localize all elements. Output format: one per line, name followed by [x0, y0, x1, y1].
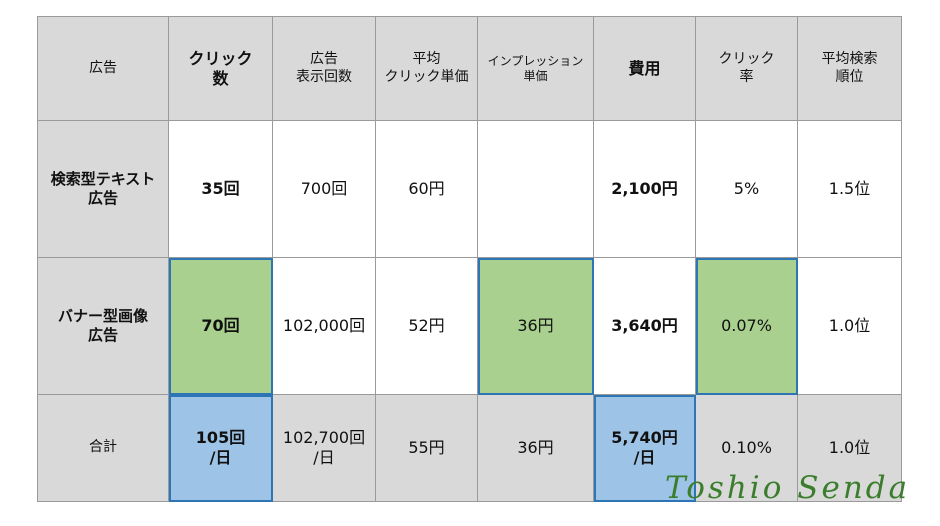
cell-ctr: 0.10%: [695, 394, 798, 502]
cell-impression-unit-price: [477, 120, 594, 258]
cell-cost: 5,740円 /日: [593, 394, 696, 502]
cell-ctr: 5%: [695, 120, 798, 258]
table-row-search-text-ad: 検索型テキスト 広告 35回 700回 60円 2,100円 5% 1.5位: [37, 120, 902, 258]
cell-avg-position: 1.5位: [797, 120, 902, 258]
ad-comparison-table: 広告 クリック 数 広告 表示回数 平均 クリック単価 インプレッション 単価 …: [37, 16, 902, 502]
cell-clicks: 105回 /日: [168, 394, 273, 502]
cell-impressions: 102,000回: [272, 257, 376, 395]
cell-cost: 3,640円: [593, 257, 696, 395]
header-row: 広告 クリック 数 広告 表示回数 平均 クリック単価 インプレッション 単価 …: [37, 16, 902, 121]
header-avg-position: 平均検索 順位: [797, 16, 902, 121]
header-impressions: 広告 表示回数: [272, 16, 376, 121]
cell-ctr: 0.07%: [695, 257, 798, 395]
header-clicks: クリック 数: [168, 16, 273, 121]
cell-impressions: 102,700回 /日: [272, 394, 376, 502]
cell-impression-unit-price: 36円: [477, 394, 594, 502]
table-row-banner-image-ad: バナー型画像 広告 70回 102,000回 52円 36円 3,640円 0.…: [37, 257, 902, 395]
cell-impression-unit-price: 36円: [477, 257, 594, 395]
cell-cost: 2,100円: [593, 120, 696, 258]
row-label: 合計: [37, 394, 169, 502]
cell-avg-cpc: 52円: [375, 257, 478, 395]
header-cost: 費用: [593, 16, 696, 121]
header-ad: 広告: [37, 16, 169, 121]
header-impression-unit-price: インプレッション 単価: [477, 16, 594, 121]
header-avg-cpc: 平均 クリック単価: [375, 16, 478, 121]
cell-impressions: 700回: [272, 120, 376, 258]
cell-clicks: 35回: [168, 120, 273, 258]
table-row-total: 合計 105回 /日 102,700回 /日 55円 36円 5,740円 /日…: [37, 394, 902, 502]
cell-avg-position: 1.0位: [797, 257, 902, 395]
row-label: 検索型テキスト 広告: [37, 120, 169, 258]
row-label: バナー型画像 広告: [37, 257, 169, 395]
cell-clicks: 70回: [168, 257, 273, 395]
cell-avg-cpc: 60円: [375, 120, 478, 258]
signature-watermark: Toshio Senda: [665, 470, 911, 506]
cell-avg-cpc: 55円: [375, 394, 478, 502]
cell-avg-position: 1.0位: [797, 394, 902, 502]
header-ctr: クリック 率: [695, 16, 798, 121]
